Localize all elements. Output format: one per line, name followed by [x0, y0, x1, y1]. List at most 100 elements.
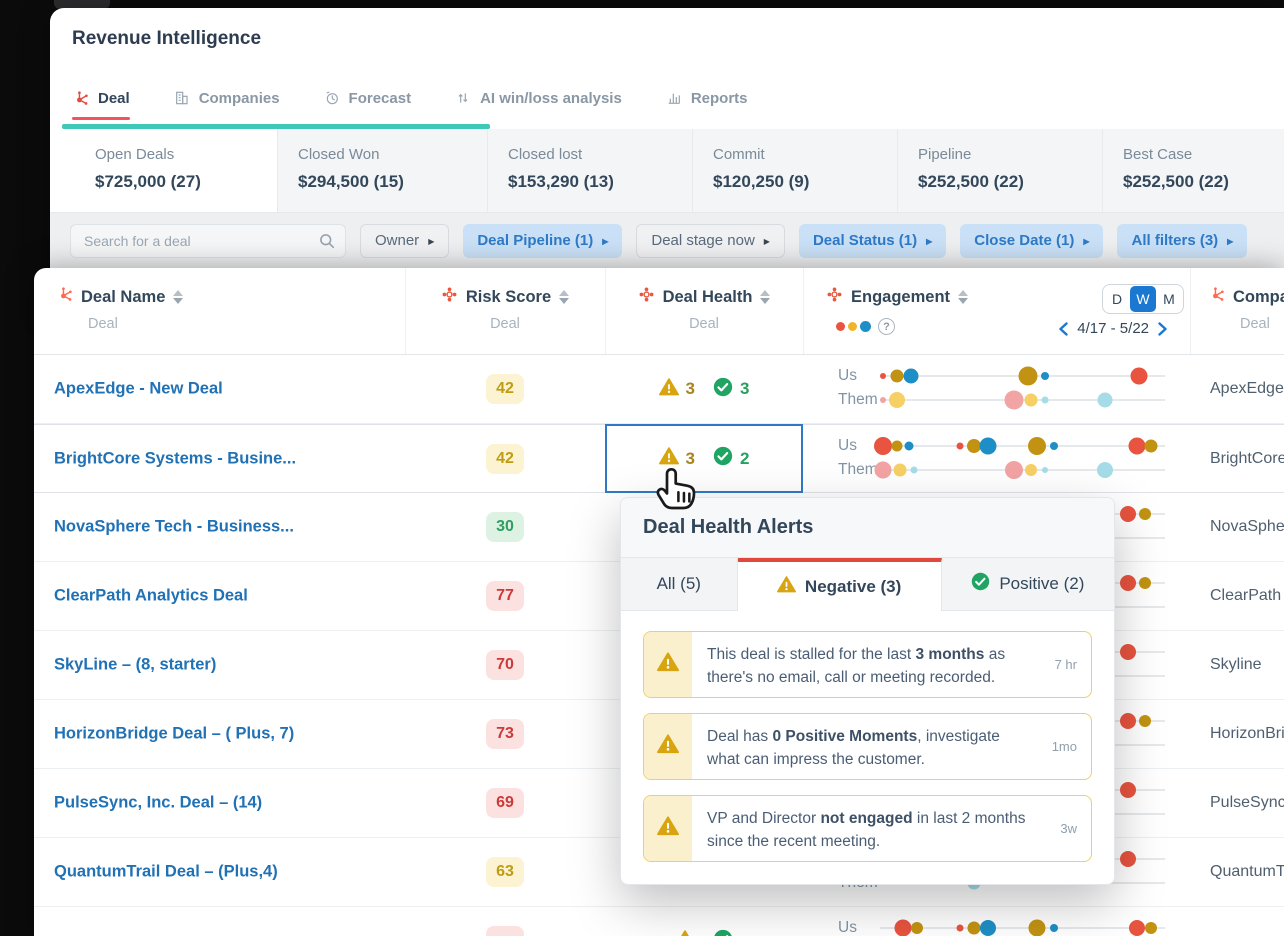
summary-card-open-deals[interactable]: Open Deals $725,000 (27) [50, 129, 277, 212]
activity-dot [891, 440, 903, 452]
filter-deal-stage-now[interactable]: Deal stage now ▶ [636, 223, 785, 258]
company-cell: QuantumTrail [1210, 863, 1284, 880]
period-option-m[interactable]: M [1163, 291, 1175, 307]
chevron-right-icon[interactable] [1157, 321, 1168, 336]
popup-tab-label: All (5) [656, 574, 701, 593]
period-option-w[interactable]: W [1130, 286, 1156, 312]
deal-name-link[interactable]: BrightCore Systems - Busine... [54, 449, 297, 467]
timeline-label: Us [838, 919, 857, 936]
search-input[interactable] [70, 223, 346, 258]
alert-text: VP and Director not engaged in last 2 mo… [707, 810, 1026, 851]
tab-label: Reports [690, 89, 748, 107]
column-header-deal-name[interactable]: Deal Name Deal [34, 268, 405, 355]
chevron-left-icon[interactable] [1058, 321, 1069, 336]
filter-all-filters-3-[interactable]: All filters (3) ▶ [1117, 223, 1248, 258]
alert-warning-strip [644, 632, 692, 697]
deal-name-link[interactable]: HorizonBridge Deal – ( Plus, 7) [54, 724, 295, 743]
column-header-risk-score[interactable]: Risk Score Deal [405, 268, 605, 355]
popup-tab-all-5-[interactable]: All (5) [621, 558, 738, 611]
activity-dot [1130, 367, 1148, 385]
filter-label: Deal Pipeline (1) [477, 232, 594, 249]
timeline-label: Them [838, 391, 878, 408]
deal-name-link[interactable]: QuantumTrail Deal – (Plus,4) [54, 862, 278, 881]
summary-card-label: Closed Won [298, 146, 380, 163]
popup-tabs: All (5) Negative (3) Positive (2) [621, 558, 1114, 611]
warning-icon [657, 815, 679, 842]
timeline-track [879, 390, 1165, 410]
activity-dot [1128, 920, 1145, 936]
deal-name-link[interactable]: SkyLine – (8, starter) [54, 655, 217, 674]
table-row: ApexEdge - New Deal 42 3 3 Us Them ApexEdge [34, 355, 1284, 424]
activity-dot [910, 466, 918, 474]
help-icon[interactable]: ? [878, 318, 895, 335]
tab-reports[interactable]: Reports [666, 84, 748, 124]
activity-dot [1119, 782, 1136, 798]
tab-deal[interactable]: Deal [72, 84, 130, 124]
deal-name-link[interactable]: NovaSphere Tech - Business... [54, 517, 294, 536]
column-header-deal-health[interactable]: Deal Health Deal [605, 268, 803, 355]
hubspot-sprocket-icon [1208, 286, 1225, 308]
sort-icon[interactable] [173, 290, 184, 304]
activity-dot [1144, 922, 1157, 934]
table-row: BrightCore Systems - Busine... 42 3 2 Us Them… [34, 424, 1284, 493]
risk-score-badge: 63 [486, 857, 524, 887]
tab-label: Forecast [348, 89, 412, 107]
sort-icon[interactable] [958, 290, 969, 304]
caret-right-icon: ▶ [926, 237, 933, 246]
tab-ai-win-loss-analysis[interactable]: AI win/loss analysis [455, 84, 622, 124]
deal-name-link[interactable]: ClearPath Analytics Deal [54, 586, 248, 605]
activity-dot [1041, 396, 1049, 404]
alert-timestamp: 1mo [1051, 739, 1077, 754]
sort-icon[interactable] [760, 290, 771, 304]
filter-deal-status-1-[interactable]: Deal Status (1) ▶ [798, 223, 947, 258]
period-option-d[interactable]: D [1111, 291, 1123, 307]
column-subtitle: Deal [689, 316, 719, 332]
search-box [70, 223, 346, 258]
company-cell: PulseSync [1210, 794, 1284, 811]
deal-name-link[interactable]: ApexEdge - New Deal [54, 379, 223, 398]
filter-deal-pipeline-1-[interactable]: Deal Pipeline (1) ▶ [463, 223, 623, 258]
activity-dot [1119, 851, 1136, 867]
popup-tab-label: Positive (2) [999, 574, 1085, 593]
activity-dot [1042, 467, 1049, 473]
column-label: Deal Health [662, 287, 753, 306]
search-icon [320, 233, 335, 248]
summary-card-closed-won[interactable]: Closed Won $294,500 (15) [277, 129, 487, 212]
activity-dot [1018, 366, 1038, 386]
popup-tab-negative-3-[interactable]: Negative (3) [737, 558, 942, 611]
sort-icon[interactable] [559, 290, 570, 304]
risk-score-badge: 69 [486, 788, 524, 818]
caret-right-icon: ▶ [763, 237, 770, 246]
column-header-company[interactable]: Company Deal [1190, 268, 1284, 355]
check-icon [713, 446, 733, 471]
filter-owner[interactable]: Owner ▶ [360, 223, 450, 258]
deal-name-link[interactable]: PulseSync, Inc. Deal – (14) [54, 793, 263, 812]
tab-forecast[interactable]: Forecast [324, 84, 412, 124]
positive-icon [971, 572, 990, 596]
summary-card-value: $120,250 (9) [713, 172, 810, 191]
clover-icon [638, 286, 655, 308]
risk-score-badge: 42 [486, 443, 524, 474]
browser-notch [54, 0, 110, 9]
tab-companies[interactable]: Companies [174, 84, 280, 124]
activity-dot [1004, 461, 1023, 479]
filter-close-date-1-[interactable]: Close Date (1) ▶ [960, 223, 1104, 258]
popup-tab-positive-2-[interactable]: Positive (2) [941, 558, 1114, 611]
deal-health-cell[interactable] [605, 907, 803, 936]
risk-score-cell: 42 [405, 425, 605, 492]
summary-card-best-case[interactable]: Best Case $252,500 (22) [1102, 129, 1284, 212]
deal-sprocket-icon [72, 90, 89, 107]
activity-dot [1025, 464, 1038, 476]
activity-dot [967, 439, 982, 453]
summary-card-commit[interactable]: Commit $120,250 (9) [692, 129, 897, 212]
summary-card-pipeline[interactable]: Pipeline $252,500 (22) [897, 129, 1102, 212]
page-title: Revenue Intelligence [72, 28, 262, 49]
summary-card-closed-lost[interactable]: Closed lost $153,290 (13) [487, 129, 692, 212]
negative-alerts: 3 [658, 446, 695, 471]
activity-dot [979, 437, 997, 455]
clover-icon [441, 286, 458, 308]
